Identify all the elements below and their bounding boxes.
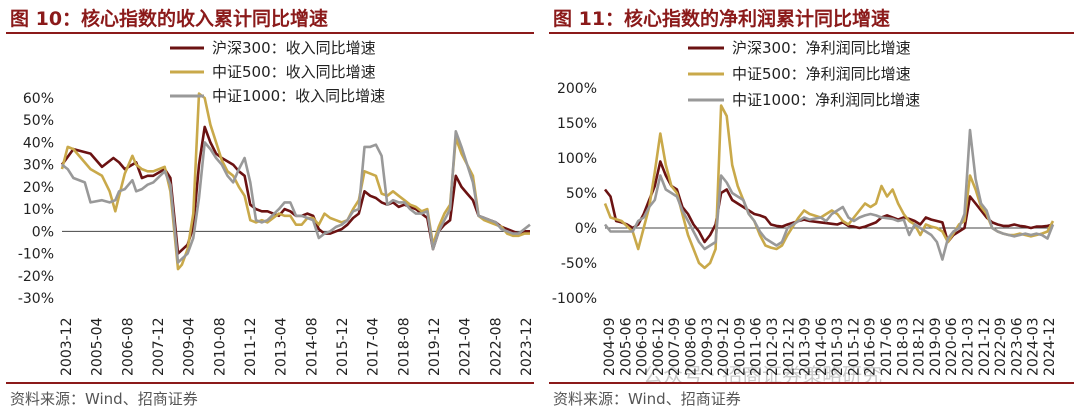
legend-label-zz1000: 中证1000：净利润同比增速 (732, 91, 920, 109)
legend-label-zz1000: 中证1000：收入同比增速 (212, 87, 385, 105)
y-tick-label: -20% (18, 269, 54, 285)
title-divider (6, 32, 534, 34)
chart-panel-revenue: 图 10：核心指数的收入累计同比增速 -30% -20% -10% 0% 10% 20% 3… (6, 8, 535, 408)
x-tick-label: 2004-09 (602, 318, 618, 377)
x-tick-label: 2018-03 (895, 318, 911, 377)
legend-label-zz500: 中证500：净利润同比增速 (732, 65, 911, 83)
x-tick-label: 2007-09 (667, 318, 683, 377)
y-tick-label: 0% (575, 221, 597, 237)
y-tick-label: -30% (18, 291, 54, 307)
x-tick-label: 2011-06 (749, 317, 765, 376)
series-line-zz500 (603, 104, 1055, 270)
x-tick-label: 2019-09 (928, 318, 944, 377)
legend-label-zz500: 中证500：收入同比增速 (212, 63, 376, 81)
y-tick-label: 0% (32, 224, 54, 240)
x-tick-label: 2005-06 (618, 317, 634, 376)
x-tick-label: 2016-09 (863, 318, 879, 377)
x-tick-label: 2010-09 (732, 318, 748, 377)
x-tick-label: 2021-03 (961, 318, 977, 377)
x-tick-label: 2008-06 (683, 317, 699, 376)
chart-title: 图 11：核心指数的净利润累计同比增速 (553, 8, 891, 30)
x-tick-label: 2017-04 (366, 317, 382, 376)
x-tick-label: 2022-08 (488, 317, 504, 376)
source-note: 资料来源：Wind、招商证券 (553, 390, 741, 408)
y-tick-label: 200% (557, 81, 597, 97)
x-tick-label: 2019-12 (427, 318, 443, 377)
x-tick-label: 2018-08 (396, 318, 412, 377)
y-tick-label: 10% (23, 202, 54, 218)
legend-label-hs300: 沪深300：收入同比增速 (212, 39, 376, 57)
series-line-hs300 (603, 160, 1054, 244)
x-tick-label: 2012-12 (781, 318, 797, 377)
x-tick-label: 2011-12 (243, 318, 259, 377)
series-line-zz1000 (603, 128, 1055, 261)
x-tick-label: 2018-12 (912, 318, 928, 377)
x-tick-label: 2003-12 (59, 318, 75, 377)
x-tick-label: 2024-03 (1026, 317, 1042, 376)
y-tick-label: 150% (557, 116, 597, 132)
x-tick-label: 2007-12 (151, 318, 167, 377)
y-tick-label: 60% (23, 91, 54, 107)
watermark: 公众号 · 招商证券策略研究 (643, 363, 882, 382)
x-tick-label: 2015-03 (830, 318, 846, 377)
source-note: 资料来源：Wind、招商证券 (10, 390, 198, 408)
y-tick-label: 50% (566, 186, 597, 202)
profit-growth-chart: 公众号 · 招商证券策略研究 -100% -50% 0% 50% 100% 150% 200… (552, 39, 1058, 382)
x-tick-label: 2023-12 (519, 318, 535, 377)
x-tick-label: 2024-12 (1042, 318, 1058, 377)
chart-panel-profit: 图 11：核心指数的净利润累计同比增速 公众号 · 招商证券策略研究 -100%… (543, 0, 1080, 414)
x-tick-label: 2021-12 (977, 318, 993, 377)
x-tick-label: 2017-06 (879, 317, 895, 376)
x-tick-label: 2022-09 (993, 318, 1009, 376)
x-tick-label: 2015-12 (846, 318, 862, 377)
x-tick-label: 2014-06 (814, 317, 830, 376)
y-tick-label: -100% (552, 291, 597, 307)
x-tick-label: 2010-08 (212, 318, 228, 377)
y-tick-label: 50% (23, 113, 54, 129)
x-tick-label: 2020-06 (944, 317, 960, 376)
y-tick-label: 100% (557, 151, 597, 167)
x-tick-label: 2014-08 (304, 318, 320, 377)
x-tick-label: 2015-12 (335, 318, 351, 377)
series-line-zz1000 (61, 130, 531, 264)
y-tick-label: -10% (18, 247, 54, 263)
x-tick-label: 2013-04 (274, 317, 290, 376)
y-tick-label: -50% (561, 256, 597, 272)
x-tick-label: 2006-03 (635, 318, 651, 377)
y-tick-label: 20% (23, 180, 54, 196)
x-tick-label: 2023-06 (1009, 317, 1025, 376)
legend-label-hs300: 沪深300：净利润同比增速 (732, 39, 911, 57)
x-tick-label: 2012-03 (765, 318, 781, 377)
title-divider (549, 32, 1074, 34)
revenue-growth-chart: -30% -20% -10% 0% 10% 20% 30% 40% 50% 60% 2003-12 2… (18, 39, 535, 377)
x-tick-label: 2006-08 (120, 318, 136, 377)
footer-divider (6, 382, 534, 384)
x-tick-label: 2006-12 (651, 318, 667, 377)
x-tick-label: 2009-12 (716, 318, 732, 377)
x-tick-label: 2009-03 (700, 318, 716, 377)
x-tick-label: 2021-04 (458, 317, 474, 376)
chart-title: 图 10：核心指数的收入累计同比增速 (10, 8, 329, 30)
y-tick-label: 30% (23, 158, 54, 174)
x-tick-label: 2005-04 (90, 317, 106, 376)
x-tick-label: 2009-04 (182, 317, 198, 376)
footer-divider (549, 382, 1074, 384)
x-tick-label: 2013-09 (798, 318, 814, 377)
y-tick-label: 40% (23, 135, 54, 151)
